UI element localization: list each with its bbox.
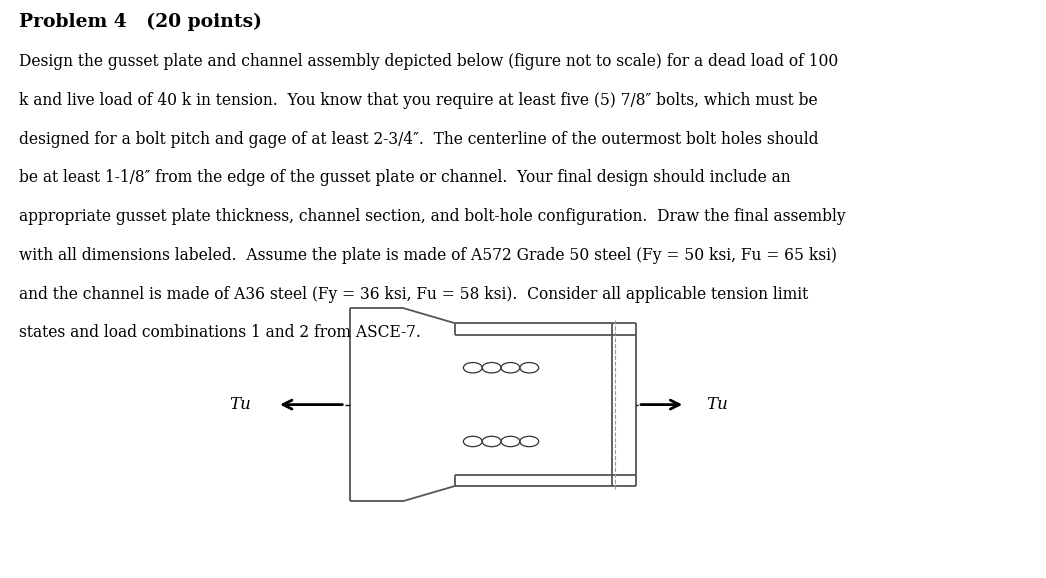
Text: k and live load of 40 k in tension.  You know that you require at least five (5): k and live load of 40 k in tension. You … [19, 92, 818, 109]
Text: be at least 1-1/8″ from the edge of the gusset plate or channel.  Your final des: be at least 1-1/8″ from the edge of the … [19, 169, 791, 186]
Text: Problem 4   (20 points): Problem 4 (20 points) [19, 13, 262, 31]
Text: Tu: Tu [229, 396, 251, 413]
Text: with all dimensions labeled.  Assume the plate is made of A572 Grade 50 steel (F: with all dimensions labeled. Assume the … [19, 247, 837, 264]
Text: states and load combinations 1 and 2 from ASCE-7.: states and load combinations 1 and 2 fro… [19, 324, 420, 341]
Text: Tu: Tu [706, 396, 728, 413]
Text: and the channel is made of A36 steel (Fy = 36 ksi, Fu = 58 ksi).  Consider all a: and the channel is made of A36 steel (Fy… [19, 286, 809, 302]
Text: designed for a bolt pitch and gage of at least 2-3/4″.  The centerline of the ou: designed for a bolt pitch and gage of at… [19, 131, 818, 147]
Text: Design the gusset plate and channel assembly depicted below (figure not to scale: Design the gusset plate and channel asse… [19, 53, 838, 70]
Text: appropriate gusset plate thickness, channel section, and bolt-hole configuration: appropriate gusset plate thickness, chan… [19, 208, 845, 225]
